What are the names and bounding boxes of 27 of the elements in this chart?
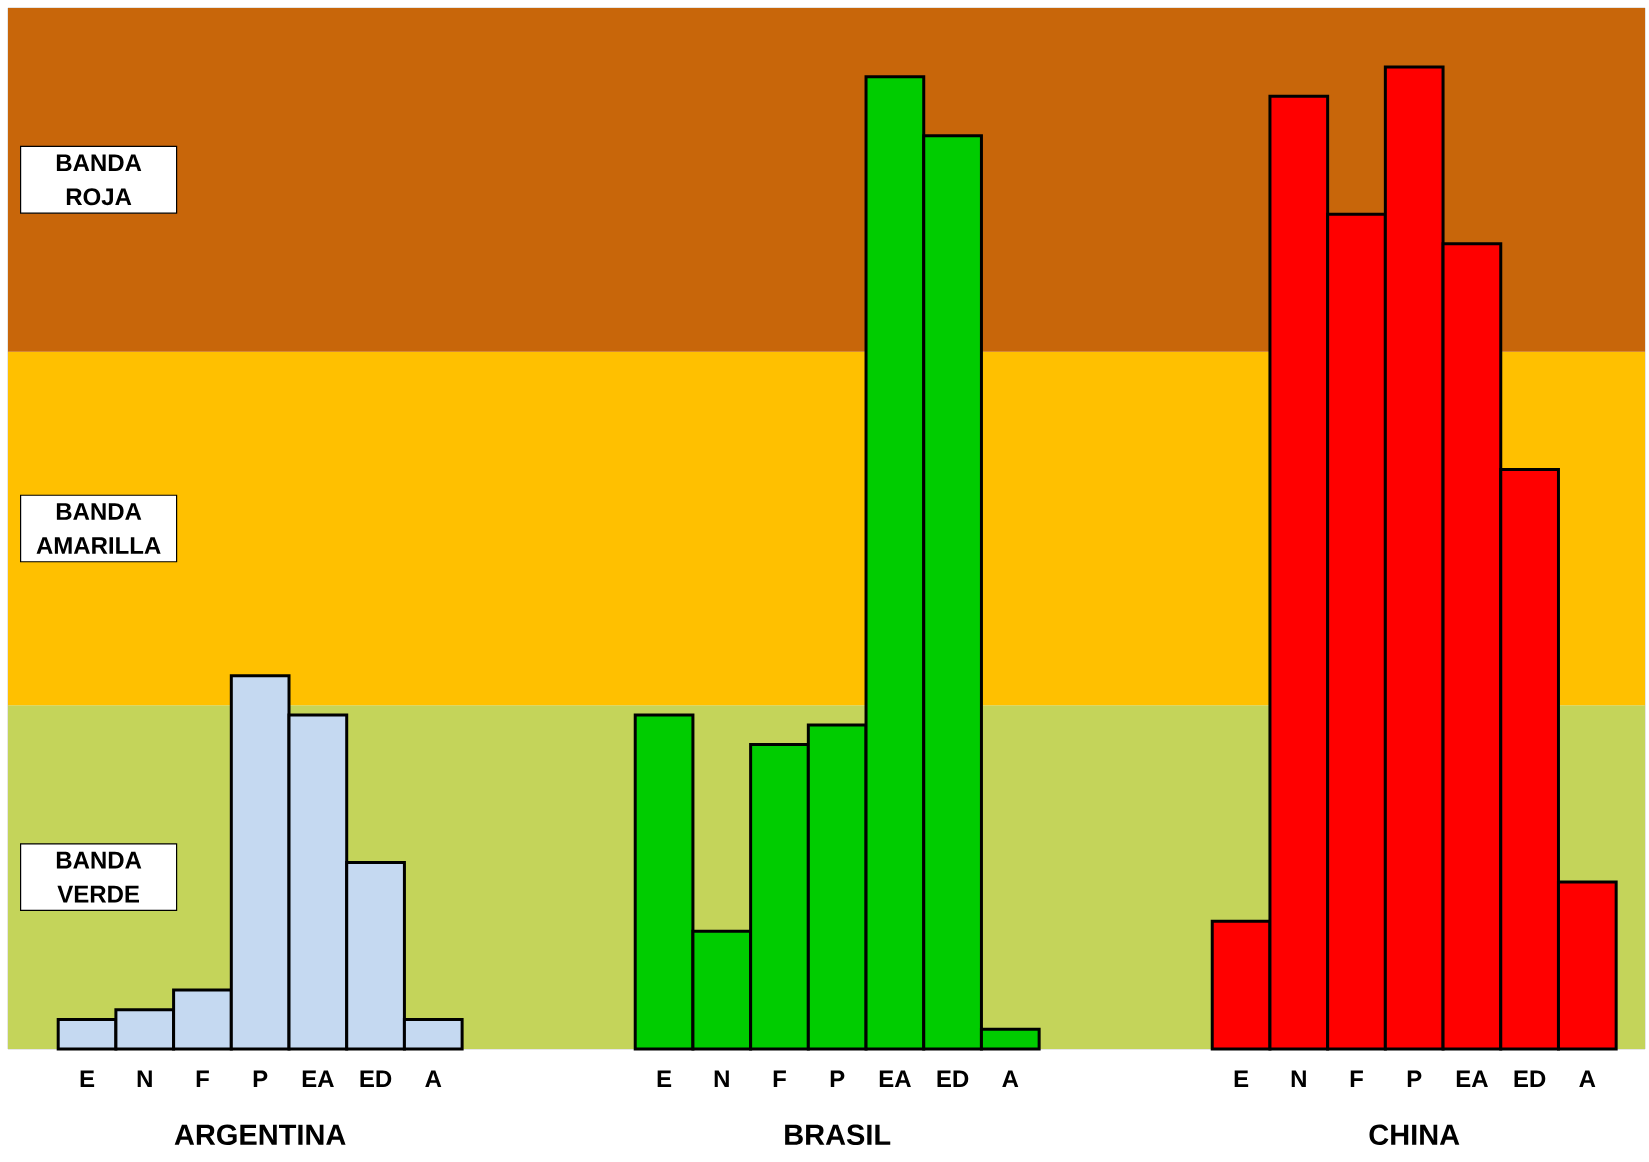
x-tick-label: ED [1514, 1070, 1546, 1088]
x-tick-label: A [1002, 1070, 1019, 1088]
x-tick-label: ED [360, 1070, 392, 1088]
x-tick-label: A [1579, 1070, 1596, 1088]
band-label: BANDA AMARILLA [36, 503, 161, 554]
x-tick-label: F [196, 1070, 209, 1088]
band-label: BANDA VERDE [56, 851, 142, 903]
text: CHINA [1369, 1124, 1460, 1146]
x-tick-label: N [137, 1070, 152, 1088]
x-tick-label: E [1234, 1070, 1249, 1088]
x-tick-label: A [425, 1070, 442, 1088]
text: ARGENTINA [174, 1124, 346, 1146]
x-tick-label: P [830, 1070, 845, 1088]
x-tick-label: EA [879, 1070, 911, 1088]
x-tick-label: P [1407, 1070, 1422, 1088]
x-tick-label: P [253, 1070, 268, 1088]
x-tick-label: N [714, 1070, 729, 1088]
x-tick-label: ED [937, 1070, 969, 1088]
x-tick-label: N [1291, 1070, 1306, 1088]
x-tick-label: E [657, 1070, 672, 1088]
band-label: BANDA ROJA [56, 154, 142, 206]
text: BRASIL [785, 1124, 891, 1146]
x-tick-label: E [80, 1070, 95, 1088]
x-tick-label: F [773, 1070, 786, 1088]
x-tick-label: F [1350, 1070, 1363, 1088]
x-tick-label: EA [1456, 1070, 1488, 1088]
x-tick-label: EA [302, 1070, 334, 1088]
